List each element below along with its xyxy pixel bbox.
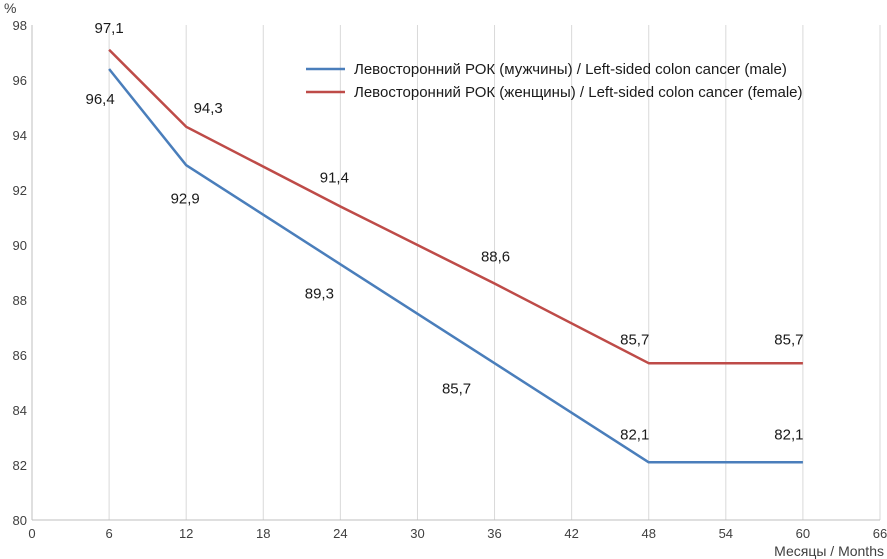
x-tick-label: 30 — [410, 526, 424, 541]
y-tick-label: 96 — [13, 73, 27, 88]
x-tick-label: 48 — [641, 526, 655, 541]
series-lines — [108, 48, 803, 464]
x-axis-label: Месяцы / Months — [774, 543, 884, 559]
data-label: 88,6 — [481, 249, 510, 266]
data-label: 85,7 — [442, 380, 471, 397]
legend-label: Левосторонний РОК (мужчины) / Left-sided… — [354, 61, 787, 78]
data-labels: 96,4 92,9 89,3 85,7 82,1 82,1 97,1 94,3 91,4 88,6… — [85, 20, 803, 444]
series-line-female — [108, 48, 803, 365]
data-label: 82,1 — [620, 426, 649, 443]
y-tick-label: 82 — [13, 458, 27, 473]
data-label: 94,3 — [194, 100, 223, 117]
data-label: 89,3 — [305, 285, 334, 302]
y-axis-label: % — [4, 0, 16, 16]
y-tick-label: 92 — [13, 183, 27, 198]
y-tick-label: 90 — [13, 238, 27, 253]
y-tick-label: 86 — [13, 348, 27, 363]
legend-label: Левосторонний РОК (женщины) / Left-sided… — [354, 84, 803, 101]
data-label: 92,9 — [171, 190, 200, 207]
data-label: 91,4 — [320, 170, 349, 187]
legend: Левосторонний РОК (мужчины) / Left-sided… — [306, 61, 803, 101]
data-label: 96,4 — [85, 91, 114, 108]
y-tick-label: 88 — [13, 293, 27, 308]
x-tick-label: 18 — [256, 526, 270, 541]
y-tick-label: 84 — [13, 403, 27, 418]
x-tick-label: 24 — [333, 526, 347, 541]
data-label: 85,7 — [774, 331, 803, 348]
x-tick-label: 0 — [28, 526, 35, 541]
x-tick-label: 6 — [105, 526, 112, 541]
grid-lines — [108, 25, 881, 520]
x-tick-label: 36 — [487, 526, 501, 541]
x-tick-label: 42 — [564, 526, 578, 541]
x-tick-label: 66 — [873, 526, 887, 541]
data-label: 82,1 — [774, 426, 803, 443]
series-line-male — [108, 68, 803, 464]
data-label: 97,1 — [94, 20, 123, 37]
y-tick-label: 80 — [13, 513, 27, 528]
x-tick-label: 60 — [796, 526, 810, 541]
y-tick-label: 98 — [13, 18, 27, 33]
y-tick-label: 94 — [13, 128, 27, 143]
axes: 0 6 12 18 24 30 36 42 48 54 60 66 80 82 84 86 88 90 92 94 96… — [13, 18, 887, 541]
data-label: 85,7 — [620, 331, 649, 348]
x-tick-label: 12 — [179, 526, 193, 541]
x-tick-label: 54 — [719, 526, 733, 541]
